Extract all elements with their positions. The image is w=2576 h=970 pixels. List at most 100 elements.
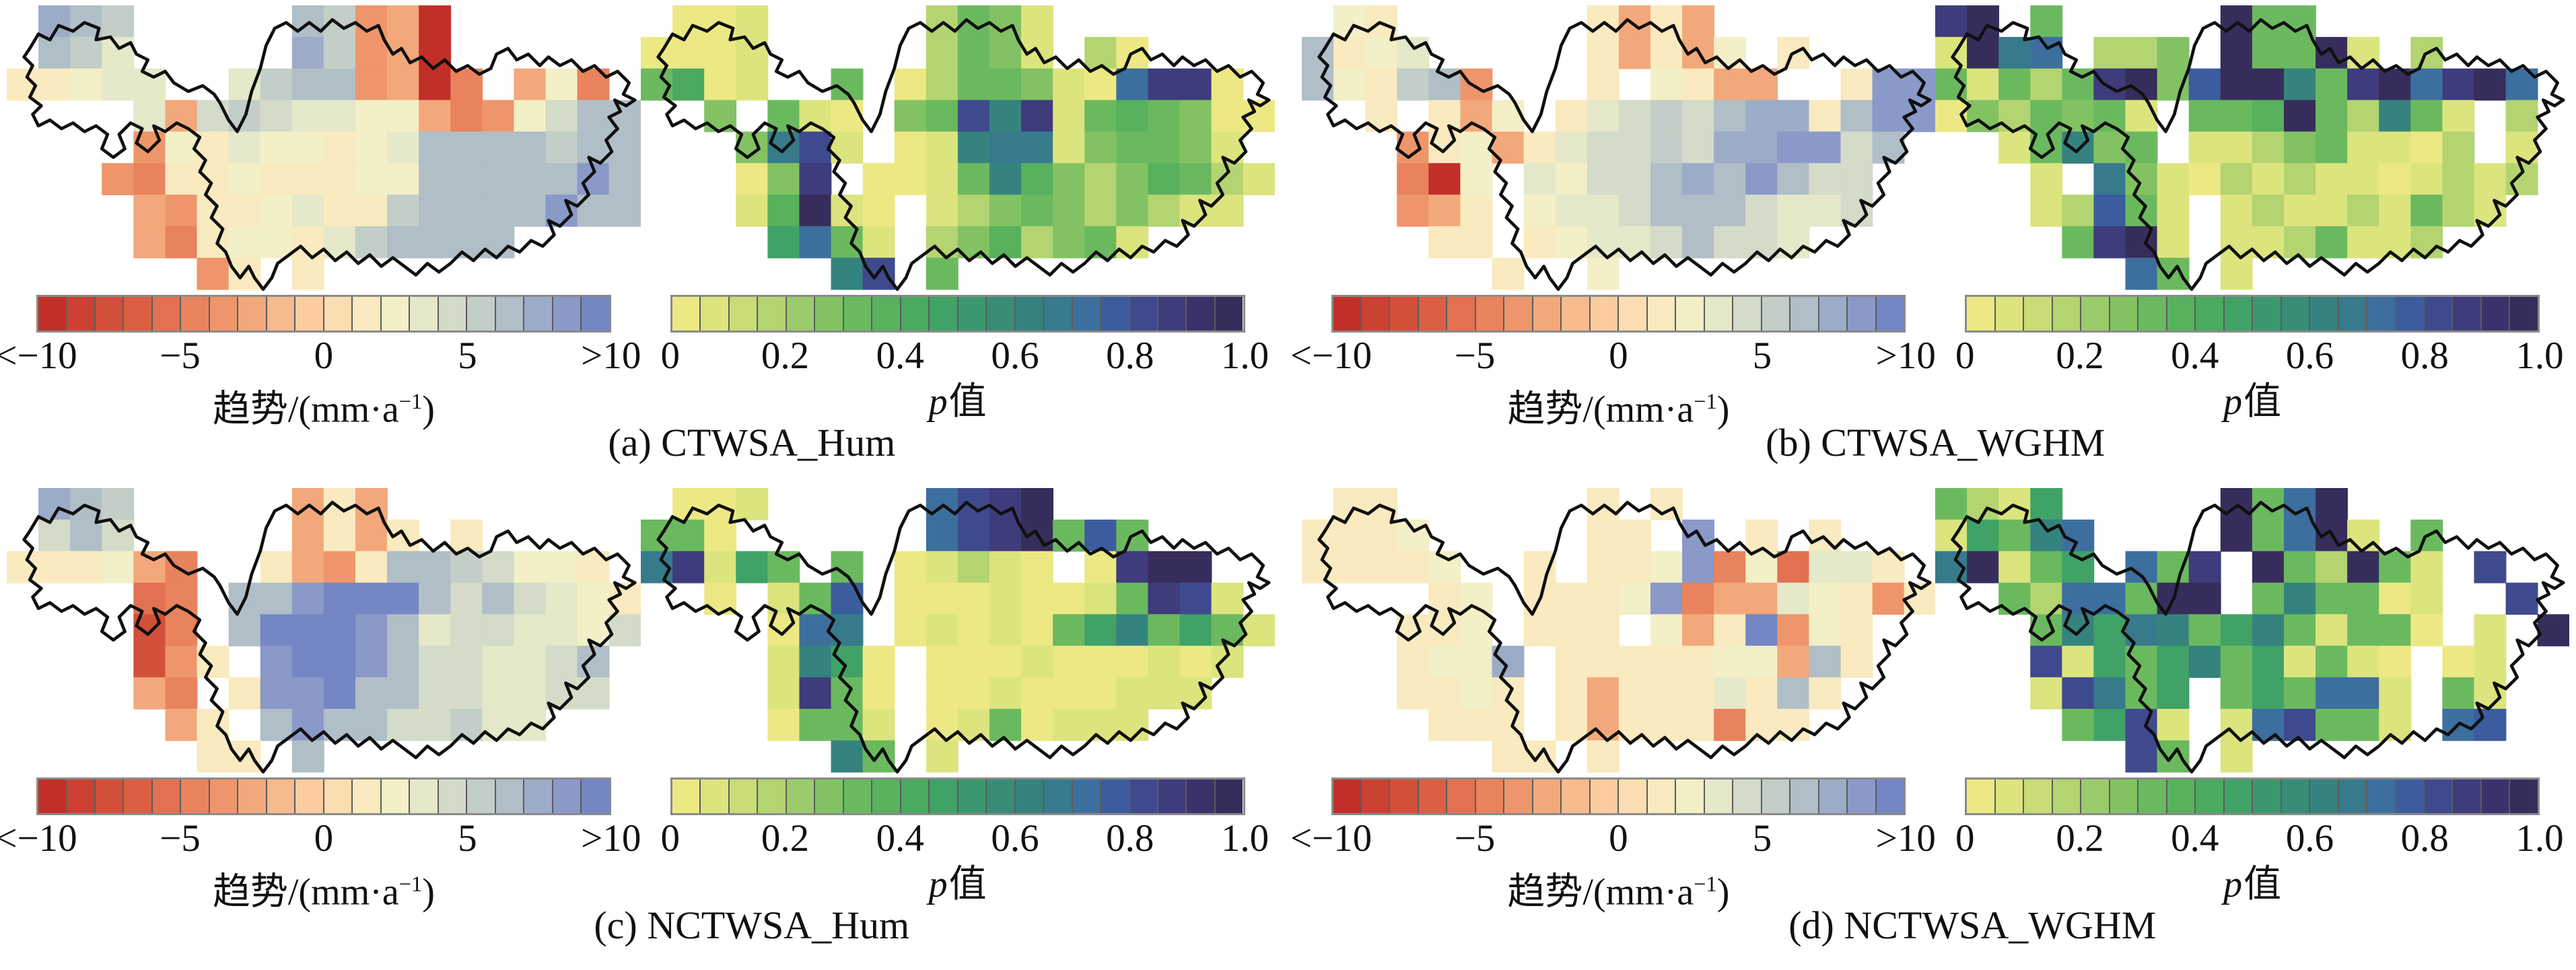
grid-cell — [70, 36, 103, 69]
grid-cell — [1618, 36, 1651, 69]
grid-cell — [2157, 36, 2190, 69]
colorbar-segment — [987, 779, 1016, 813]
grid-cell — [736, 195, 768, 227]
grid-cell — [1650, 36, 1683, 69]
colorbar-segment — [1533, 779, 1562, 813]
tick-label: 0 — [314, 335, 334, 377]
grid-cell — [736, 551, 768, 583]
grid-cell — [1396, 68, 1429, 101]
grid-cell — [2093, 677, 2126, 709]
grid-cell — [989, 195, 1022, 227]
grid-cell — [1587, 551, 1620, 583]
grid-cell — [926, 613, 959, 646]
grid-cell — [355, 708, 388, 741]
grid-cell — [1116, 163, 1149, 196]
grid-cell — [1084, 131, 1117, 164]
colorbar-segment — [2281, 297, 2311, 331]
grid-cell — [2347, 645, 2380, 678]
colorbar-segment — [1819, 297, 1848, 331]
axis-label-text: 值 — [2243, 381, 2282, 423]
grid-cell — [1116, 100, 1149, 133]
grid-cell — [2284, 551, 2317, 583]
grid-cell — [2221, 36, 2253, 69]
grid-cell — [2474, 613, 2507, 646]
axis-label-text: p — [2223, 381, 2243, 423]
grid-cell — [387, 677, 419, 709]
grid-cell — [926, 131, 959, 164]
grid-cell — [2442, 677, 2475, 709]
grid-cell — [1745, 519, 1778, 552]
grid-cell — [1211, 100, 1244, 133]
axis-label-text: 值 — [948, 381, 987, 423]
tick-label: 1.0 — [2515, 335, 2564, 377]
colorbar-segment — [701, 297, 730, 331]
axis-label-text: −1 — [398, 872, 423, 897]
grid-cell — [1681, 645, 1714, 678]
grid-cell — [2157, 645, 2190, 678]
grid-cell — [2221, 195, 2253, 227]
grid-cell — [989, 708, 1022, 741]
grid-cell — [1179, 163, 1212, 196]
grid-cell — [2316, 100, 2348, 133]
grid-cell — [1840, 613, 1873, 646]
grid-cell — [1396, 551, 1429, 583]
grid-cell — [1052, 195, 1085, 227]
colorbar-segment — [152, 779, 182, 813]
grid-cell — [2125, 36, 2158, 69]
grid-cell — [1650, 708, 1683, 741]
colorbar-segment — [1187, 779, 1216, 813]
grid-cell — [2093, 708, 2126, 741]
grid-cell — [1776, 100, 1809, 133]
grid-cell — [1364, 68, 1397, 101]
grid-cell — [1364, 36, 1397, 69]
colorbar-segment — [901, 779, 930, 813]
grid-cell — [2157, 195, 2190, 227]
grid-cell — [2188, 100, 2221, 133]
grid-cell — [1713, 613, 1746, 646]
grid-cell — [926, 677, 959, 709]
grid-cell — [2252, 100, 2285, 133]
grid-cell — [1555, 100, 1588, 133]
grid-cell — [70, 519, 103, 552]
grid-cell — [1967, 551, 2000, 583]
tick-label: 0 — [1609, 335, 1628, 377]
grid-cell — [1148, 131, 1181, 164]
colorbar-segment — [758, 779, 787, 813]
colorbar-segment — [1418, 779, 1448, 813]
grid-cell — [1587, 5, 1620, 38]
grid-cell — [926, 645, 959, 678]
grid-cell — [1396, 163, 1429, 196]
colorbar-segment — [410, 779, 439, 813]
grid-cell — [2442, 163, 2475, 196]
colorbar-segment — [1390, 779, 1419, 813]
grid-cell — [2410, 68, 2443, 101]
grid-cell — [38, 551, 71, 583]
colorbar-segment — [930, 779, 959, 813]
grid-cell — [2284, 645, 2317, 678]
grid-cell — [894, 582, 927, 615]
grid-cell — [419, 645, 452, 678]
grid-cell — [1364, 519, 1397, 552]
grid-cell — [1650, 100, 1683, 133]
grid-cell — [323, 677, 356, 709]
grid-cell — [387, 226, 419, 258]
grid-cell — [1776, 163, 1809, 196]
grid-cell — [2410, 163, 2443, 196]
grid-cell — [102, 551, 135, 583]
grid-cell — [355, 582, 388, 615]
colorbar-segment — [124, 779, 153, 813]
grid-cell — [608, 195, 641, 227]
grid-cell — [102, 487, 135, 520]
grid-cell — [133, 226, 166, 258]
panel-ctwsa-hum-trend: <−10 −5 0 5 >10 趋势/(mm·a−1) — [0, 5, 641, 431]
grid-cell — [957, 195, 990, 227]
grid-cell — [2347, 100, 2380, 133]
colorbar-segment — [1129, 779, 1158, 813]
grid-cell — [767, 677, 800, 709]
grid-cell — [1808, 131, 1841, 164]
grid-cell — [2442, 195, 2475, 227]
colorbar-segment — [95, 779, 125, 813]
grid-cell — [260, 708, 293, 741]
grid-cell — [2030, 68, 2063, 101]
